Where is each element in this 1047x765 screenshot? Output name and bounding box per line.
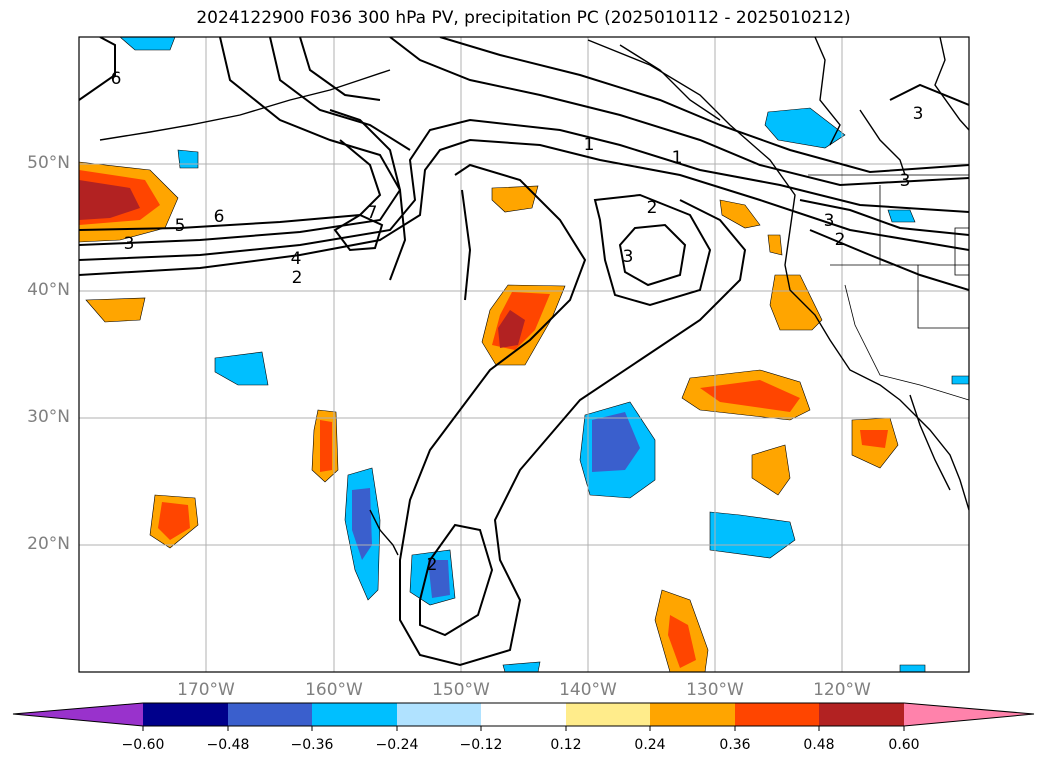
lat-label-20n: 20°N: [27, 534, 70, 554]
colorbar-tick-label: −0.36: [290, 737, 334, 753]
colorbar-tick-label: 0.12: [550, 737, 582, 753]
pv-contour-label-group: 6 6 7 5 3 4 2 1 1 2 3 3 3 3 2 2: [111, 69, 924, 575]
colorbar-segment: [228, 703, 312, 726]
colorbar-segment: [650, 703, 735, 726]
pv-contour-label: 1: [584, 135, 595, 155]
pv-contour-label: 1: [672, 148, 683, 168]
pv-contour-label: 5: [175, 216, 186, 236]
colorbar: [12, 702, 1035, 731]
colorbar-extend-min: [13, 703, 143, 726]
pv-contour-label: 2: [292, 268, 303, 288]
colorbar-tick-label: −0.24: [375, 737, 419, 753]
colorbar-segment: [397, 703, 481, 726]
lat-label-30n: 30°N: [27, 407, 70, 427]
pv-contours: [79, 37, 969, 667]
colorbar-tick-label: 0.60: [888, 737, 920, 753]
pv-contour-label: 6: [214, 207, 225, 227]
colorbar-segment: [143, 703, 228, 726]
state-borders: [808, 174, 969, 401]
lat-label-50n: 50°N: [27, 153, 70, 173]
colorbar-segment: [819, 703, 904, 726]
colorbar-tick-label: 0.36: [719, 737, 751, 753]
colorbar-segment: [735, 703, 819, 726]
lon-label-150w: 150°W: [432, 680, 490, 700]
lon-label-170w: 170°W: [177, 680, 235, 700]
colorbar-tick-label: 0.24: [634, 737, 666, 753]
lon-label-140w: 140°W: [559, 680, 617, 700]
map-title: 2024122900 F036 300 hPa PV, precipitatio…: [196, 8, 851, 28]
precip-positive-areas: [79, 161, 899, 672]
pv-contour-label: 3: [900, 171, 911, 191]
colorbar-extend-max: [904, 703, 1034, 726]
map-frame: [78, 36, 970, 673]
colorbar-segment: [312, 703, 397, 726]
pv-contour-label: 3: [623, 247, 634, 267]
colorbar-tick-label: −0.12: [459, 737, 503, 753]
pv-contour-label: 3: [124, 234, 135, 254]
pv-contour-label: 4: [291, 249, 302, 269]
pv-contour-label: 2: [427, 555, 438, 575]
colorbar-segment: [481, 703, 566, 726]
lat-label-40n: 40°N: [27, 280, 70, 300]
colorbar-tick-label: −0.60: [121, 737, 165, 753]
lon-label-160w: 160°W: [305, 680, 363, 700]
pv-contour-label: 3: [824, 211, 835, 231]
coastlines: [99, 37, 969, 556]
lon-label-120w: 120°W: [813, 680, 871, 700]
colorbar-tick-label: −0.48: [206, 737, 250, 753]
pv-contour-label: 2: [835, 230, 846, 250]
pv-contour-label: 6: [111, 69, 122, 89]
pv-contour-label: 7: [367, 203, 378, 223]
lon-label-130w: 130°W: [686, 680, 744, 700]
colorbar-tick-label: 0.48: [803, 737, 835, 753]
pv-contour-label: 2: [647, 198, 658, 218]
pv-contour-label: 3: [913, 104, 924, 124]
colorbar-segment: [566, 703, 650, 726]
